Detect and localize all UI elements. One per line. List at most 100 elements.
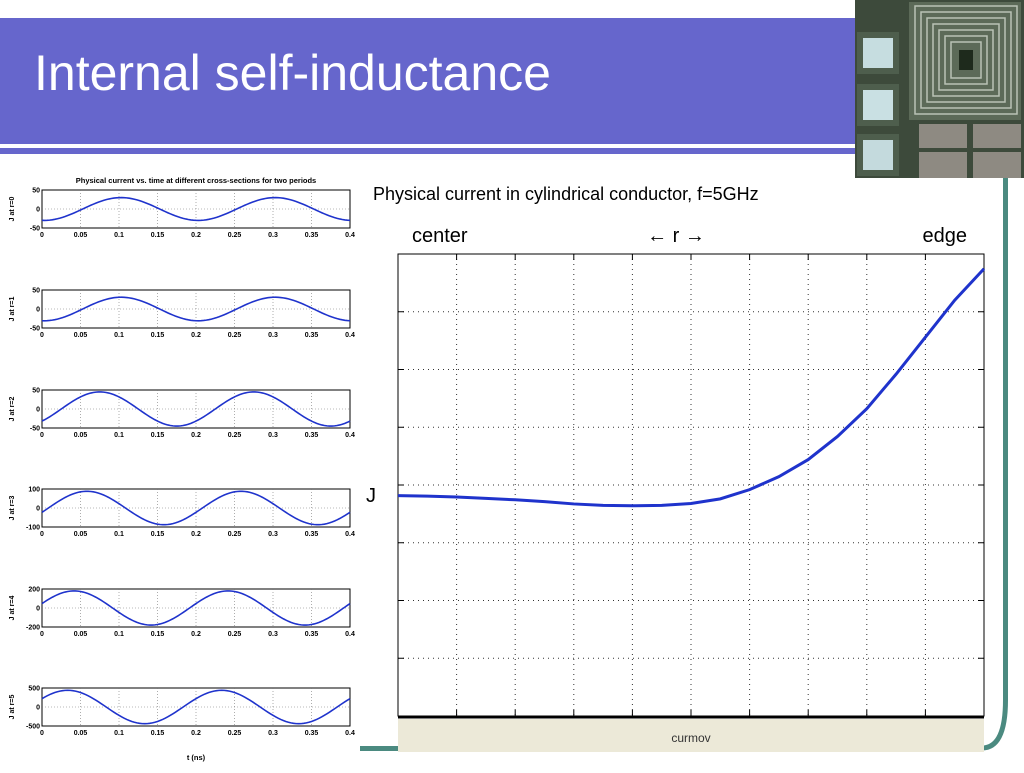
subplot-x-tick: 0.4 bbox=[345, 631, 355, 638]
subplot-x-tick: 0.15 bbox=[151, 232, 165, 239]
subplot-curve bbox=[41, 590, 351, 626]
subplot-ylabel: J at r=4 bbox=[9, 596, 16, 621]
subplot-x-tick: 0.3 bbox=[268, 631, 278, 638]
subplots-title: Physical current vs. time at different c… bbox=[76, 176, 316, 185]
subplot-x-tick: 0.35 bbox=[305, 232, 319, 239]
subplot-x-tick: 0 bbox=[40, 432, 44, 439]
subplot-x-tick: 0.25 bbox=[228, 730, 242, 737]
subplot-x-tick: 0.4 bbox=[345, 730, 355, 737]
subplot-x-tick: 0.35 bbox=[305, 730, 319, 737]
title-bar bbox=[0, 18, 1024, 144]
subplot-ylabel: J at r=5 bbox=[9, 695, 16, 720]
subplot-x-tick: 0.3 bbox=[268, 232, 278, 239]
subplot-curve bbox=[41, 296, 351, 322]
subplot-y-tick: 0 bbox=[36, 407, 40, 414]
subplot-x-tick: 0.2 bbox=[191, 232, 201, 239]
subplot-x-tick: 0 bbox=[40, 730, 44, 737]
subplot-y-tick: 50 bbox=[32, 388, 40, 395]
subplot-x-tick: 0.4 bbox=[345, 332, 355, 339]
current-distribution-chart: Physical current in cylindrical conducto… bbox=[360, 176, 1000, 768]
subplot-x-tick: 0.1 bbox=[114, 332, 124, 339]
subplot-x-tick: 0.3 bbox=[268, 531, 278, 538]
subplot-x-tick: 0 bbox=[40, 332, 44, 339]
inductor-chip-photo bbox=[855, 0, 1024, 178]
subplot-x-tick: 0.25 bbox=[228, 332, 242, 339]
subplot-curve bbox=[41, 490, 351, 526]
subplot-x-tick: 0.1 bbox=[114, 730, 124, 737]
subplot-y-tick: -200 bbox=[26, 625, 40, 632]
subplot-x-tick: 0.1 bbox=[114, 232, 124, 239]
subplot-ylabel: J at r=1 bbox=[9, 297, 16, 322]
subplot-x-tick: 0 bbox=[40, 631, 44, 638]
subplot-y-tick: 0 bbox=[36, 705, 40, 712]
subplot-x-tick: 0 bbox=[40, 531, 44, 538]
subplot-y-tick: 0 bbox=[36, 307, 40, 314]
main-chart-title: Physical current in cylindrical conducto… bbox=[373, 184, 759, 204]
subplot-x-tick: 0.25 bbox=[228, 631, 242, 638]
subplot-curve bbox=[41, 196, 351, 222]
subplot-y-tick: -100 bbox=[26, 525, 40, 532]
subplot-x-tick: 0.05 bbox=[74, 631, 88, 638]
subplot-x-tick: 0.1 bbox=[114, 531, 124, 538]
frame-corner-curve bbox=[981, 660, 1008, 751]
title-underline bbox=[0, 148, 860, 154]
subplot-x-tick: 0.05 bbox=[74, 332, 88, 339]
subplot-x-tick: 0.35 bbox=[305, 531, 319, 538]
subplot-y-tick: 0 bbox=[36, 207, 40, 214]
subplot-x-tick: 0.35 bbox=[305, 631, 319, 638]
subplot-y-tick: 50 bbox=[32, 288, 40, 295]
slide-title: Internal self-inductance bbox=[34, 45, 551, 101]
subplot-x-tick: 0.05 bbox=[74, 531, 88, 538]
subplot-x-tick: 0.35 bbox=[305, 432, 319, 439]
subplot-curve bbox=[41, 391, 351, 427]
subplot-x-tick: 0.1 bbox=[114, 631, 124, 638]
subplot-y-tick: -50 bbox=[30, 326, 40, 333]
subplot-x-tick: 0 bbox=[40, 232, 44, 239]
subplot-x-tick: 0.3 bbox=[268, 332, 278, 339]
subplot-x-tick: 0.15 bbox=[151, 332, 165, 339]
subplot-y-tick: 100 bbox=[28, 487, 40, 494]
subplot-ylabel: J at r=3 bbox=[9, 496, 16, 521]
subplot-y-tick: 50 bbox=[32, 188, 40, 195]
subplot-x-tick: 0.05 bbox=[74, 232, 88, 239]
subplot-x-tick: 0.2 bbox=[191, 531, 201, 538]
subplot-ylabel: J at r=2 bbox=[9, 397, 16, 422]
subplot-x-tick: 0.2 bbox=[191, 432, 201, 439]
current-density-curve bbox=[397, 267, 986, 508]
edge-label: edge bbox=[923, 225, 968, 247]
j-axis-label: J bbox=[366, 485, 376, 507]
subplot-y-tick: -500 bbox=[26, 724, 40, 731]
subplot-y-tick: -50 bbox=[30, 426, 40, 433]
subplot-x-tick: 0.15 bbox=[151, 432, 165, 439]
subplot-x-tick: 0.35 bbox=[305, 332, 319, 339]
subplot-y-tick: -50 bbox=[30, 226, 40, 233]
subplot-x-tick: 0.3 bbox=[268, 730, 278, 737]
time-domain-subplots: Physical current vs. time at different c… bbox=[0, 162, 360, 768]
subplot-x-tick: 0.15 bbox=[151, 531, 165, 538]
subplot-x-tick: 0.05 bbox=[74, 730, 88, 737]
subplot-x-tick: 0.2 bbox=[191, 730, 201, 737]
subplot-x-tick: 0.15 bbox=[151, 631, 165, 638]
subplot-x-tick: 0.4 bbox=[345, 232, 355, 239]
subplot-x-tick: 0.15 bbox=[151, 730, 165, 737]
radius-label: ← r → bbox=[647, 225, 705, 247]
status-bar bbox=[398, 719, 984, 752]
subplot-y-tick: 0 bbox=[36, 606, 40, 613]
subplot-x-tick: 0.1 bbox=[114, 432, 124, 439]
subplot-x-tick: 0.4 bbox=[345, 531, 355, 538]
subplot-x-tick: 0.25 bbox=[228, 232, 242, 239]
subplot-curve bbox=[41, 689, 351, 725]
subplot-x-tick: 0.2 bbox=[191, 332, 201, 339]
frame-right-line bbox=[1003, 178, 1008, 670]
subplot-x-tick: 0.05 bbox=[74, 432, 88, 439]
center-label: center bbox=[412, 225, 468, 247]
subplot-x-tick: 0.25 bbox=[228, 531, 242, 538]
status-bar-label: curmov bbox=[671, 731, 710, 745]
subplot-y-tick: 0 bbox=[36, 506, 40, 513]
